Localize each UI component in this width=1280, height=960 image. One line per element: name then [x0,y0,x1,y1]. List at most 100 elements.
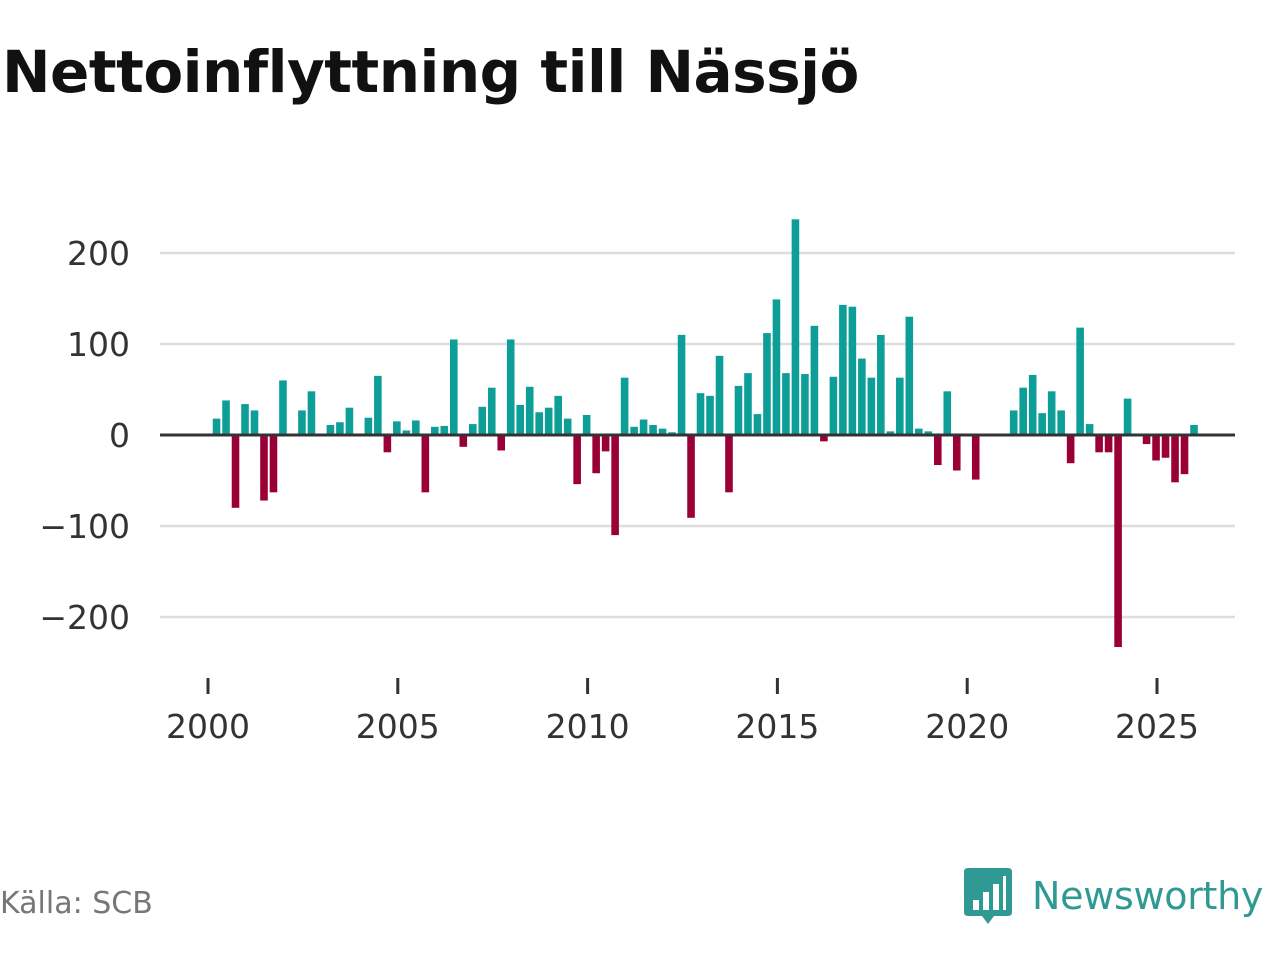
bar [601,435,610,452]
y-axis: 200 100 0 −100 −200 [39,234,130,637]
bar [1057,410,1065,435]
bar [639,419,648,435]
y-tick-label: 100 [67,325,130,364]
bar [468,424,477,435]
bar [687,435,695,518]
brand-name: Newsworthy [1032,874,1264,918]
bar [383,435,392,453]
y-tick-label: 0 [109,416,130,455]
brand-logo: Newsworthy [962,864,1263,928]
bar [896,377,904,435]
bar [1047,391,1056,435]
bar [848,306,857,435]
newsworthy-logo-icon [964,868,1012,924]
bar [260,435,268,501]
bar [630,426,638,435]
bar [506,339,515,435]
chart-title: Nettoinflyttning till Nässjö [2,38,859,106]
bar [943,391,952,435]
bar [421,435,430,493]
grid-lines [160,251,1235,619]
bar [364,417,373,435]
bar [1171,435,1179,483]
bar [1009,410,1018,435]
bar [279,380,287,435]
x-tick-label: 2000 [166,707,250,746]
bar [1152,435,1160,461]
bar [734,385,743,435]
bar [649,424,657,435]
bar [1123,398,1132,435]
bar [971,435,980,480]
bar [915,428,923,435]
bar [858,358,866,435]
bar [525,386,534,435]
bar [487,387,496,435]
bar [307,391,316,435]
bar [801,374,809,435]
bar [563,418,572,435]
bar [326,424,335,435]
bar [924,431,933,435]
bar [573,435,581,485]
bar [1161,435,1170,458]
bar [905,316,914,435]
bar [677,334,686,435]
bar [611,435,619,536]
y-tick-label: −100 [39,507,130,546]
bar [431,426,439,435]
bar [212,418,221,435]
bar [715,355,724,435]
bar [592,435,600,474]
bar [791,219,800,435]
x-axis: 2000 2005 2010 2015 2020 2025 [166,678,1199,746]
bar [298,410,306,435]
bar [1028,374,1037,435]
bar [620,377,629,435]
bar [820,435,828,442]
x-tick-label: 2025 [1115,707,1199,746]
bar [1104,435,1113,453]
x-tick-label: 2005 [356,707,440,746]
bar [696,393,705,435]
bar [706,395,714,435]
bar [725,435,733,493]
y-tick-label: −200 [39,598,130,637]
source-label: Källa: SCB [0,886,153,921]
bar [933,435,942,466]
bar [440,425,449,435]
bar [449,339,458,435]
bar [763,333,771,435]
bar [241,404,249,435]
bar [810,325,819,435]
bar [222,400,230,435]
bar [1180,435,1189,475]
bar [782,373,790,435]
bar [393,421,401,435]
bar [867,377,876,435]
bar [886,431,895,435]
bar [459,435,468,447]
bar [554,395,562,435]
bar [1085,424,1094,435]
bar [1038,413,1046,435]
bar [250,410,259,435]
bar [753,414,762,435]
bar [1019,387,1027,435]
bar [1114,435,1122,648]
x-tick-label: 2020 [925,707,1009,746]
bars [212,219,1198,648]
bar [412,420,420,435]
bar [402,430,411,435]
x-tick-label: 2010 [546,707,630,746]
bar [1076,327,1084,435]
bar [231,435,240,508]
bar [535,412,543,435]
bar [497,435,506,451]
y-tick-label: 200 [67,234,130,273]
bar [744,373,752,435]
bar [1142,435,1151,445]
bar [374,375,382,435]
bar [829,376,838,435]
